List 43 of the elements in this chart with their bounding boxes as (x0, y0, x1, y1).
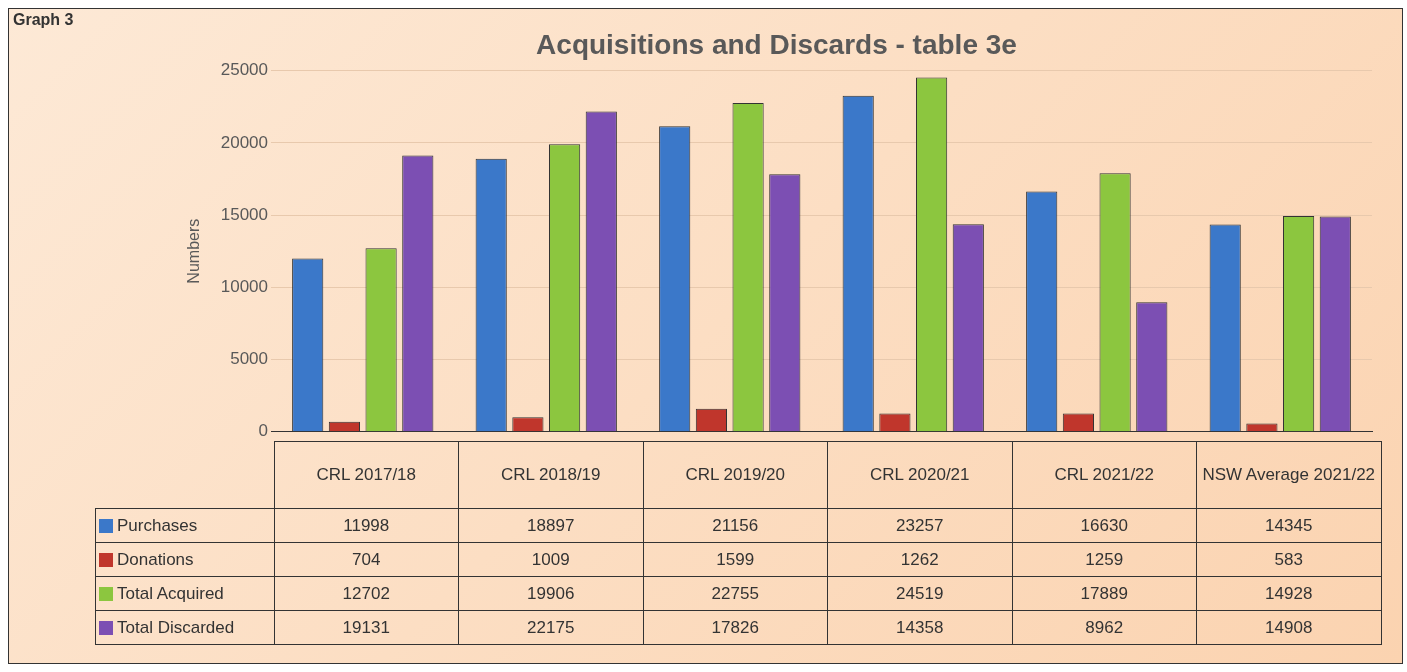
y-tick-label: 5000 (230, 349, 268, 369)
x-tick-label: CRL 2021/22 (1012, 441, 1197, 509)
y-tick-label: 15000 (220, 204, 268, 224)
y-tick-label: 25000 (220, 60, 268, 80)
data-label: 1009 (458, 542, 643, 577)
data-label: 1262 (827, 542, 1012, 577)
data-label: 21156 (643, 508, 828, 543)
data-label: 14928 (1196, 576, 1381, 611)
data-label: 19131 (274, 610, 459, 645)
data-label: 8962 (1012, 610, 1197, 645)
data-label: 1599 (643, 542, 828, 577)
legend-label: Total Discarded (117, 617, 235, 637)
legend-label: Purchases (117, 515, 198, 535)
data-label: 22175 (458, 610, 643, 645)
data-label: 23257 (827, 508, 1012, 543)
x-tick-label: CRL 2020/21 (827, 441, 1012, 509)
y-tick-label: 0 (258, 421, 268, 441)
y-tick-label: 10000 (220, 277, 268, 297)
data-label: 14358 (827, 610, 1012, 645)
data-label: 704 (274, 542, 459, 577)
y-tick-label: 20000 (220, 132, 268, 152)
chart-title: Acquisitions and Discards - table 3e (536, 28, 1017, 60)
legend-label: Total Acquired (117, 583, 224, 603)
data-label: 16630 (1012, 508, 1197, 543)
data-label: 12702 (274, 576, 459, 611)
legend-label: Donations (117, 549, 194, 569)
data-label: 17826 (643, 610, 828, 645)
x-tick-label: CRL 2017/18 (274, 441, 459, 509)
data-label: 19906 (458, 576, 643, 611)
x-tick-label: CRL 2018/19 (458, 441, 643, 509)
data-label: 14908 (1196, 610, 1381, 645)
y-axis-title: Numbers (185, 218, 203, 284)
caption: Graph 3 (13, 11, 74, 29)
data-label: 1259 (1012, 542, 1197, 577)
data-label: 583 (1196, 542, 1381, 577)
data-label: 14345 (1196, 508, 1381, 543)
data-label: 24519 (827, 576, 1012, 611)
data-label: 17889 (1012, 576, 1197, 611)
data-label: 18897 (458, 508, 643, 543)
data-label: 22755 (643, 576, 828, 611)
x-tick-label: NSW Average 2021/22 (1196, 441, 1381, 509)
data-label: 11998 (274, 508, 459, 543)
x-tick-label: CRL 2019/20 (643, 441, 828, 509)
